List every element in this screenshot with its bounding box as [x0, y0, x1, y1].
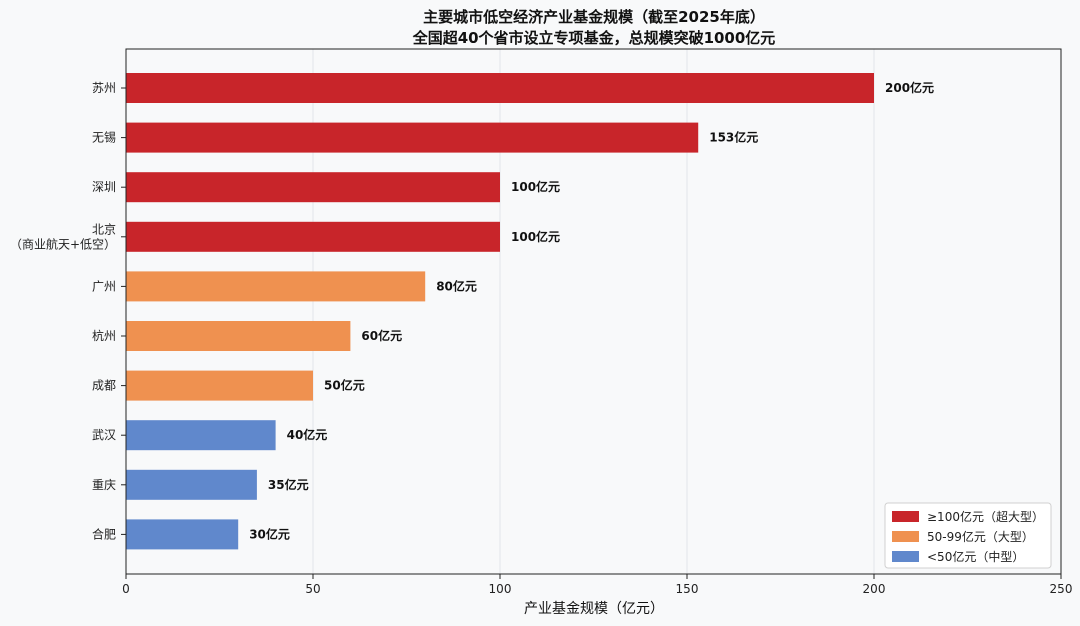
legend-box — [884, 502, 1052, 569]
x-tick-label-4: 200 — [863, 582, 886, 596]
value-label-1: 153亿元 — [709, 130, 758, 145]
bar-1 — [126, 122, 699, 153]
category-label-8: 重庆 — [92, 478, 116, 492]
x-tick-label-3: 150 — [676, 582, 699, 596]
chart-subtitle: 全国超40个省市设立专项基金，总规模突破1000亿元 — [412, 29, 776, 47]
bar-0 — [126, 73, 874, 103]
category-label-9: 合肥 — [92, 526, 116, 541]
category-label-5: 杭州 — [92, 328, 116, 343]
category-label-7: 武汉 — [92, 428, 116, 442]
value-label-9: 30亿元 — [249, 526, 290, 541]
category-label-1: 无锡 — [92, 130, 116, 145]
x-tick-label-2: 100 — [489, 582, 512, 596]
category-label-0: 苏州 — [92, 81, 116, 95]
plot-frame — [125, 48, 1062, 575]
value-label-3: 100亿元 — [511, 229, 560, 244]
value-label-2: 100亿元 — [511, 179, 560, 194]
value-label-6: 50亿元 — [324, 378, 365, 393]
chart-title: 主要城市低空经济产业基金规模（截至2025年底） — [423, 8, 765, 26]
x-tick-label-1: 50 — [305, 582, 320, 596]
x-tick-label-0: 0 — [122, 582, 130, 596]
legend-label-2: <50亿元（中型） — [927, 549, 1024, 564]
bar-5 — [126, 321, 351, 351]
x-tick-label-5: 250 — [1050, 582, 1073, 596]
category-label-3: 北京（商业航天+低空） — [10, 222, 116, 251]
legend-swatch-0 — [892, 511, 919, 522]
value-label-0: 200亿元 — [885, 80, 934, 95]
x-axis-title: 产业基金规模（亿元） — [524, 600, 664, 617]
value-label-5: 60亿元 — [361, 328, 402, 343]
category-label-6: 成都 — [92, 379, 116, 393]
legend-swatch-2 — [892, 551, 919, 562]
category-label-4: 广州 — [92, 279, 116, 293]
legend-label-1: 50-99亿元（大型） — [927, 529, 1034, 544]
bar-9 — [126, 519, 239, 550]
legend-swatch-1 — [892, 531, 919, 542]
bar-8 — [126, 469, 257, 500]
bar-4 — [126, 271, 426, 302]
value-label-7: 40亿元 — [287, 427, 328, 442]
bar-7 — [126, 420, 276, 451]
bar-6 — [126, 370, 313, 401]
category-label-2: 深圳 — [92, 180, 116, 194]
bar-3 — [126, 221, 500, 252]
value-label-4: 80亿元 — [436, 278, 477, 293]
legend-label-0: ≥100亿元（超大型） — [927, 509, 1044, 524]
bar-2 — [126, 172, 500, 203]
value-label-8: 35亿元 — [268, 477, 309, 492]
